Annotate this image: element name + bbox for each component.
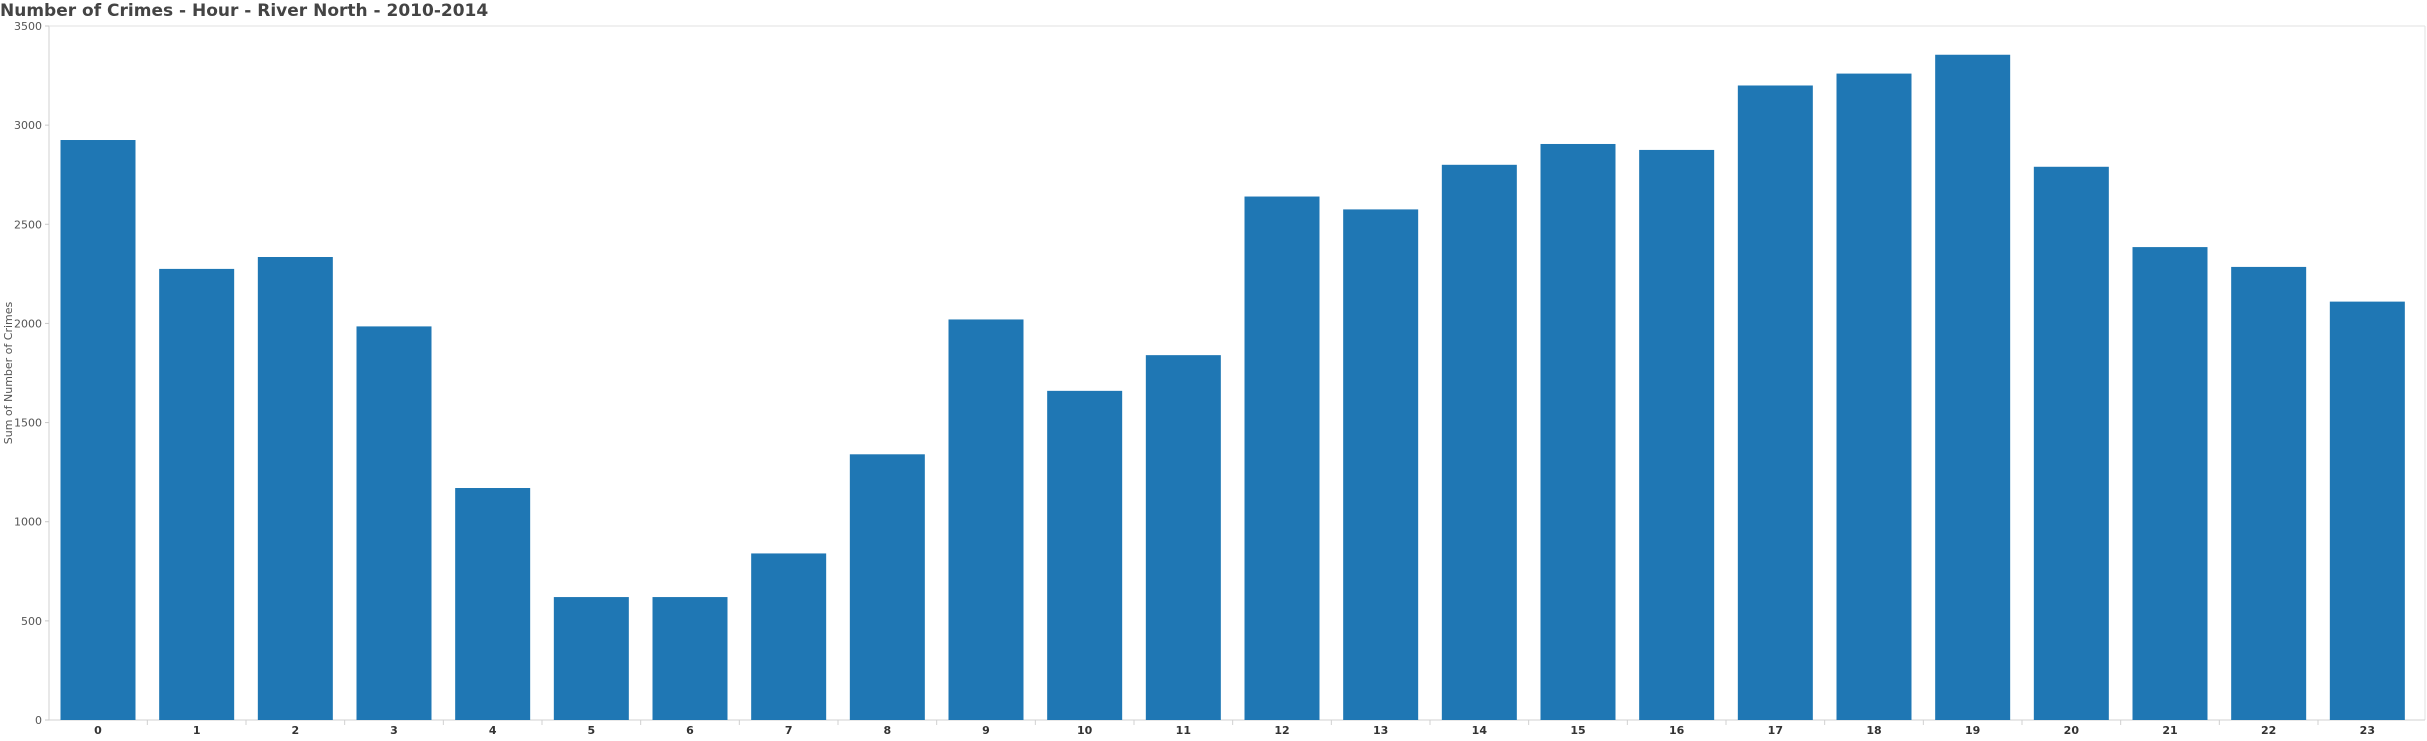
- bar-hour-14[interactable]: [1441, 164, 1517, 721]
- bar-hour-19[interactable]: [1935, 54, 2011, 720]
- bars: [60, 54, 2405, 721]
- bar-hour-5[interactable]: [553, 597, 629, 720]
- bar-hour-6[interactable]: [652, 597, 728, 720]
- x-axis: 0 1 2 3 4 5 6 7 8 9 10 11 12 13 14 15 16 17 18 19 20 21 22 23: [94, 720, 2375, 737]
- bar-hour-4[interactable]: [455, 488, 531, 720]
- bar-hour-16[interactable]: [1639, 149, 1715, 720]
- x-tick-label: 14: [1472, 724, 1488, 737]
- x-tick-label: 15: [1570, 724, 1585, 737]
- x-tick-label: 20: [2064, 724, 2080, 737]
- y-axis: 0 500 1000 1500 2000 2500 3000 3500: [14, 20, 49, 727]
- plot-frame: [48, 25, 2426, 721]
- x-tick-label: 0: [94, 724, 102, 737]
- x-tick-label: 9: [982, 724, 990, 737]
- x-tick-label: 21: [2162, 724, 2177, 737]
- x-tick-label: 7: [785, 724, 793, 737]
- bar-hour-9[interactable]: [948, 319, 1024, 720]
- bar-hour-1[interactable]: [159, 268, 235, 720]
- bar-hour-17[interactable]: [1737, 85, 1813, 721]
- x-tick-label: 3: [390, 724, 398, 737]
- y-axis-title: Sum of Number of Crimes: [2, 301, 15, 444]
- y-tick-label: 3000: [14, 119, 42, 132]
- bar-hour-11[interactable]: [1145, 355, 1221, 720]
- x-tick-label: 11: [1176, 724, 1191, 737]
- y-tick-label: 2500: [14, 218, 42, 231]
- bar-hour-2[interactable]: [257, 257, 333, 720]
- x-tick-label: 2: [292, 724, 300, 737]
- bar-hour-13[interactable]: [1343, 209, 1419, 720]
- x-tick-label: 5: [588, 724, 596, 737]
- y-tick-label: 1500: [14, 417, 42, 430]
- x-tick-label: 8: [884, 724, 892, 737]
- bar-hour-0[interactable]: [60, 140, 136, 720]
- y-tick-label: 1000: [14, 516, 42, 529]
- x-tick-label: 16: [1669, 724, 1685, 737]
- y-tick-label: 0: [35, 714, 42, 727]
- bar-hour-23[interactable]: [2329, 301, 2405, 720]
- y-tick-label: 3500: [14, 20, 42, 33]
- bar-hour-20[interactable]: [2033, 166, 2109, 720]
- bar-hour-10[interactable]: [1047, 390, 1123, 720]
- bar-hour-22[interactable]: [2231, 266, 2307, 720]
- x-tick-label: 23: [2360, 724, 2375, 737]
- y-tick-label: 500: [21, 615, 42, 628]
- x-tick-label: 4: [489, 724, 497, 737]
- x-tick-label: 18: [1866, 724, 1881, 737]
- bar-hour-3[interactable]: [356, 326, 432, 720]
- x-tick-label: 12: [1274, 724, 1289, 737]
- y-tick-label: 2000: [14, 317, 42, 330]
- x-tick-label: 1: [193, 724, 201, 737]
- x-tick-label: 17: [1768, 724, 1783, 737]
- x-tick-label: 19: [1965, 724, 1980, 737]
- bar-hour-18[interactable]: [1836, 73, 1912, 721]
- x-tick-label: 13: [1373, 724, 1388, 737]
- bar-hour-21[interactable]: [2132, 247, 2208, 720]
- bar-hour-8[interactable]: [849, 454, 925, 720]
- x-tick-label: 22: [2261, 724, 2276, 737]
- x-tick-label: 10: [1077, 724, 1093, 737]
- bar-hour-7[interactable]: [751, 553, 827, 720]
- chart-title: Number of Crimes - Hour - River North - …: [0, 1, 489, 21]
- bar-hour-12[interactable]: [1244, 196, 1320, 720]
- bar-hour-15[interactable]: [1540, 143, 1616, 721]
- x-tick-label: 6: [686, 724, 694, 737]
